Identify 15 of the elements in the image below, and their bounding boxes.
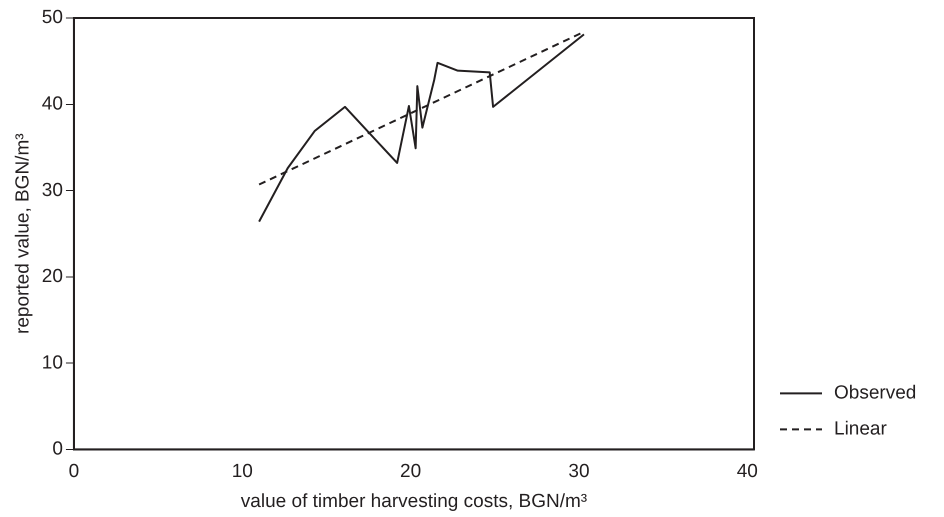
y-tick-label: 40 xyxy=(42,94,63,115)
x-tick-label: 20 xyxy=(400,461,422,482)
x-tick-label: 30 xyxy=(568,461,590,482)
y-tick-label: 50 xyxy=(42,7,63,28)
y-tick-label: 30 xyxy=(42,180,63,201)
x-tick-label: 0 xyxy=(68,461,80,482)
y-tick-label: 20 xyxy=(42,266,63,288)
x-axis-title: value of timber harvesting costs, BGN/m³ xyxy=(240,490,588,512)
y-tick-label: 0 xyxy=(52,438,63,460)
legend-label: Linear xyxy=(834,418,888,440)
x-tick-label: 40 xyxy=(736,461,758,482)
y-axis-title: reported value, BGN/m³ xyxy=(12,133,34,334)
x-tick-label: 10 xyxy=(232,461,253,482)
y-tick-label: 10 xyxy=(42,352,63,374)
legend-label: Observed xyxy=(834,382,916,404)
